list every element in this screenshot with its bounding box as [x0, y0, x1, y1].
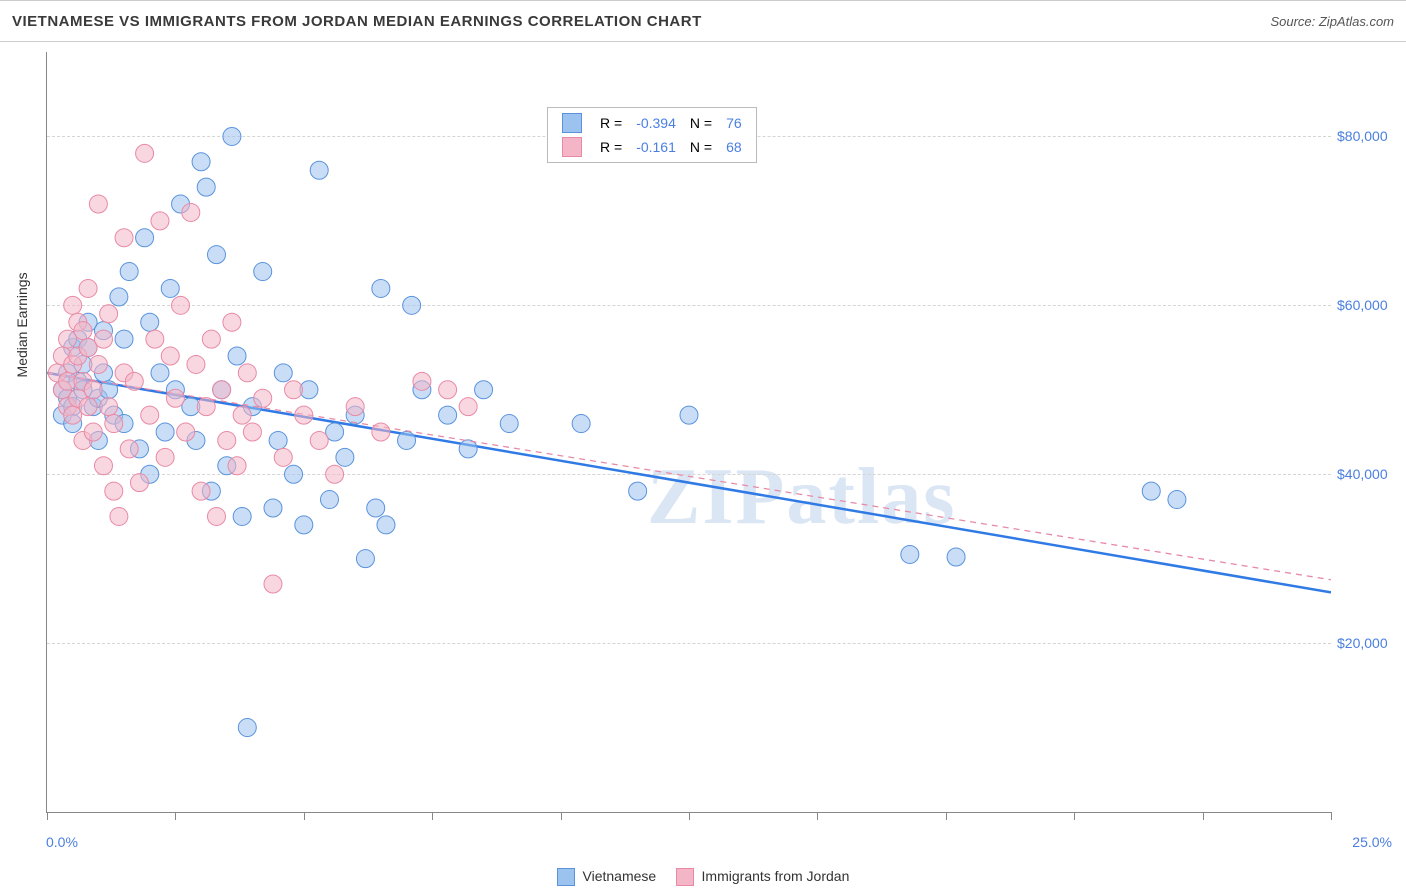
- r-value-2: -0.161: [630, 136, 682, 158]
- x-tick: [432, 812, 433, 820]
- legend-label-2: Immigrants from Jordan: [702, 868, 850, 884]
- x-axis-min-label: 0.0%: [46, 834, 78, 850]
- r-value-1: -0.394: [630, 112, 682, 134]
- x-tick: [304, 812, 305, 820]
- x-tick: [1203, 812, 1204, 820]
- x-tick: [1331, 812, 1332, 820]
- swatch-series-1: [562, 113, 582, 133]
- chart-svg: [47, 52, 1331, 812]
- x-tick: [689, 812, 690, 820]
- legend-row-series-2: R =-0.161 N =68: [556, 136, 748, 158]
- legend-row-series-1: R =-0.394 N =76: [556, 112, 748, 134]
- series-legend: Vietnamese Immigrants from Jordan: [0, 868, 1406, 886]
- y-tick-label: $20,000: [1337, 635, 1397, 651]
- y-tick-label: $40,000: [1337, 466, 1397, 482]
- legend-label-1: Vietnamese: [583, 868, 657, 884]
- x-tick: [946, 812, 947, 820]
- chart-header: VIETNAMESE VS IMMIGRANTS FROM JORDAN MED…: [0, 0, 1406, 42]
- x-tick: [175, 812, 176, 820]
- x-tick: [47, 812, 48, 820]
- source-label: Source: ZipAtlas.com: [1270, 14, 1394, 29]
- swatch-series-2: [562, 137, 582, 157]
- x-tick: [817, 812, 818, 820]
- x-tick: [1074, 812, 1075, 820]
- x-tick: [561, 812, 562, 820]
- legend-swatch-1: [557, 868, 575, 886]
- legend-swatch-2: [676, 868, 694, 886]
- y-tick-label: $60,000: [1337, 297, 1397, 313]
- x-axis-max-label: 25.0%: [1352, 834, 1392, 850]
- n-value-1: 76: [720, 112, 748, 134]
- plot-area: ZIPatlas R =-0.394 N =76 R =-0.161 N =68…: [46, 52, 1331, 813]
- y-tick-label: $80,000: [1337, 128, 1397, 144]
- n-value-2: 68: [720, 136, 748, 158]
- correlation-legend: R =-0.394 N =76 R =-0.161 N =68: [547, 107, 757, 163]
- chart-title: VIETNAMESE VS IMMIGRANTS FROM JORDAN MED…: [12, 13, 702, 30]
- y-axis-title: Median Earnings: [14, 272, 30, 377]
